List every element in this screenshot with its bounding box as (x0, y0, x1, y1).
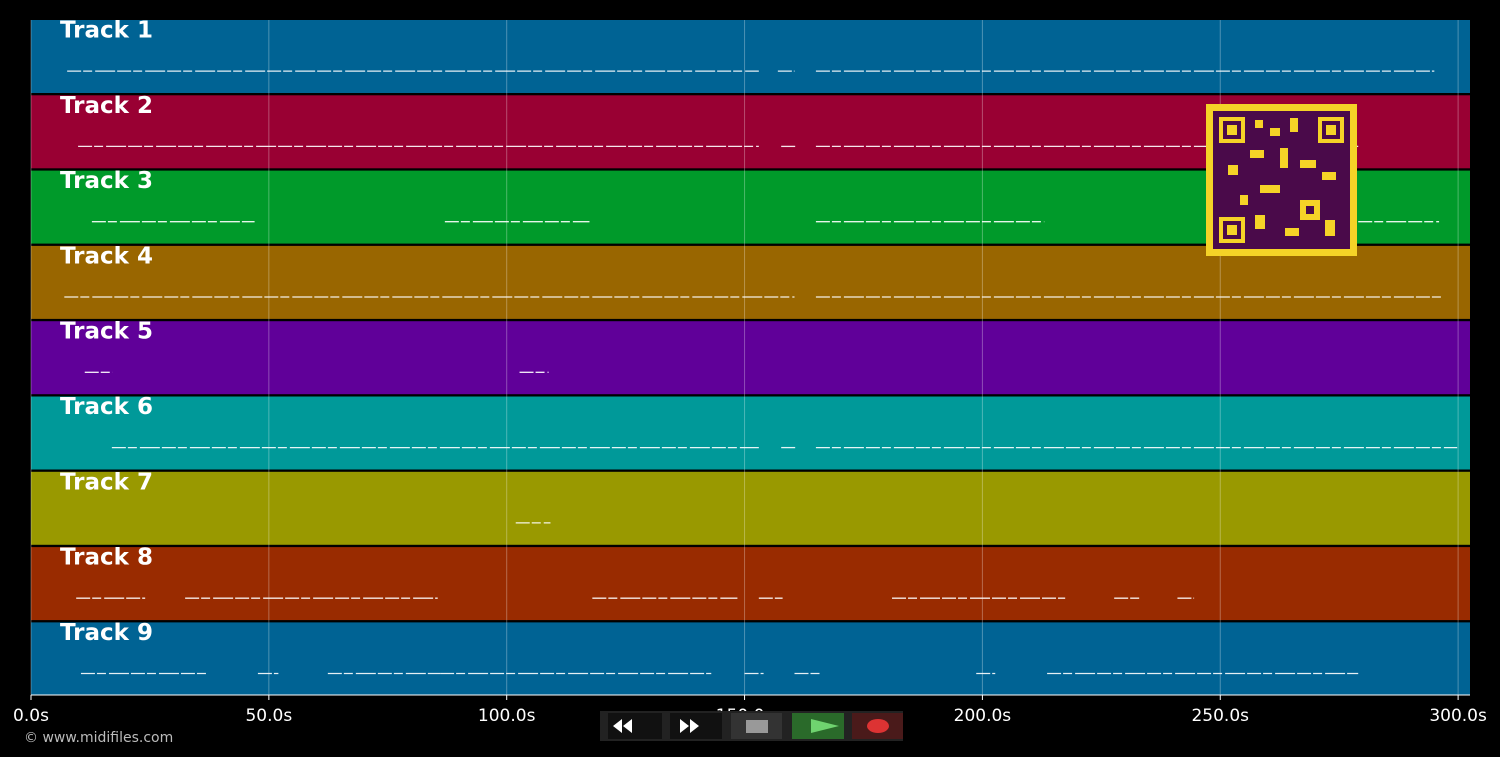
grid (30, 20, 1459, 695)
record-button[interactable] (852, 713, 903, 739)
track-lane (31, 547, 1470, 621)
tick-label: 200.0s (954, 706, 1012, 726)
track-label: Track 6 (60, 394, 153, 420)
track-lane (31, 321, 1470, 395)
qr-code (1206, 104, 1357, 256)
track-lane (31, 622, 1470, 696)
track-label: Track 1 (60, 18, 153, 44)
track-label: Track 5 (60, 319, 153, 345)
labels: Track 1 Track 2 Track 3 Track 4 Track 5 Track… (60, 18, 153, 646)
tick-label: 50.0s (245, 706, 292, 726)
tick-label: 0.0s (13, 706, 49, 726)
track-label: Track 8 (60, 545, 153, 571)
tick-label: 100.0s (478, 706, 536, 726)
notes (64, 70, 1458, 675)
rewind-button[interactable] (608, 713, 662, 739)
track-lane (31, 471, 1470, 545)
copyright: © www.midifiles.com (24, 730, 173, 746)
track-label: Track 2 (60, 93, 153, 119)
transport-controls (600, 711, 903, 741)
play-button[interactable] (792, 713, 844, 739)
tick-label: 300.0s (1429, 706, 1487, 726)
track-lane (31, 20, 1470, 93)
track-lane (31, 396, 1470, 470)
forward-button[interactable] (670, 713, 722, 739)
track-label: Track 3 (60, 168, 153, 194)
track-label: Track 9 (60, 620, 153, 646)
stop-button[interactable] (731, 713, 782, 739)
track-lane (31, 245, 1470, 319)
tick-label: 250.0s (1191, 706, 1249, 726)
track-label: Track 7 (60, 469, 153, 495)
track-label: Track 4 (60, 243, 153, 269)
